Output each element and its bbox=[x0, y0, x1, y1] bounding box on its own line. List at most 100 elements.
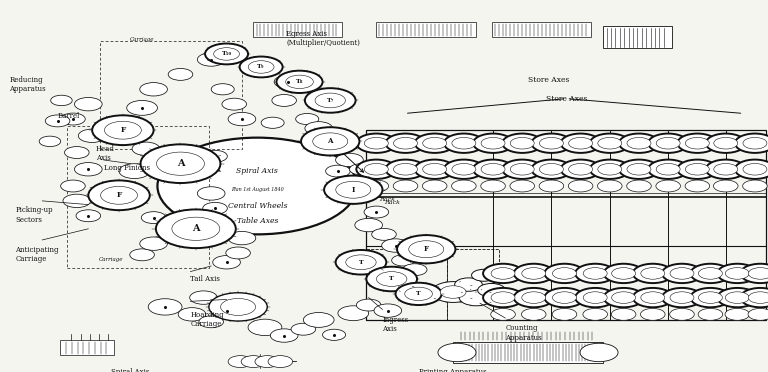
Circle shape bbox=[677, 134, 717, 153]
Circle shape bbox=[255, 356, 280, 368]
Circle shape bbox=[272, 94, 296, 106]
Bar bbox=[366, 130, 766, 320]
Circle shape bbox=[552, 308, 577, 320]
Circle shape bbox=[575, 288, 615, 307]
Text: Barrel: Barrel bbox=[58, 112, 80, 120]
Circle shape bbox=[422, 180, 447, 192]
Text: Picking-up
Sectors: Picking-up Sectors bbox=[15, 206, 53, 224]
Circle shape bbox=[725, 308, 750, 320]
Circle shape bbox=[197, 187, 225, 200]
Circle shape bbox=[92, 115, 154, 145]
Circle shape bbox=[743, 163, 767, 175]
Circle shape bbox=[397, 235, 455, 263]
Text: T₉: T₉ bbox=[257, 64, 265, 70]
Circle shape bbox=[510, 163, 535, 175]
Circle shape bbox=[248, 319, 282, 336]
Circle shape bbox=[364, 137, 389, 149]
Circle shape bbox=[376, 272, 407, 286]
Circle shape bbox=[315, 93, 346, 108]
Circle shape bbox=[452, 163, 476, 175]
Circle shape bbox=[364, 163, 389, 175]
Text: A: A bbox=[177, 159, 184, 168]
Circle shape bbox=[521, 308, 546, 320]
Circle shape bbox=[366, 267, 417, 291]
Circle shape bbox=[301, 127, 359, 155]
Circle shape bbox=[209, 293, 267, 321]
Circle shape bbox=[748, 267, 768, 279]
Circle shape bbox=[291, 323, 316, 335]
Circle shape bbox=[740, 288, 768, 307]
Circle shape bbox=[656, 180, 680, 192]
Circle shape bbox=[415, 160, 455, 179]
Circle shape bbox=[63, 194, 91, 208]
Circle shape bbox=[481, 137, 505, 149]
Circle shape bbox=[214, 48, 240, 60]
Circle shape bbox=[598, 163, 622, 175]
Circle shape bbox=[713, 180, 738, 192]
Circle shape bbox=[717, 264, 757, 283]
Text: Spiral Axis: Spiral Axis bbox=[237, 167, 278, 175]
Circle shape bbox=[74, 97, 102, 111]
Circle shape bbox=[386, 160, 425, 179]
Circle shape bbox=[422, 163, 447, 175]
Circle shape bbox=[743, 137, 767, 149]
Circle shape bbox=[611, 267, 636, 279]
Circle shape bbox=[545, 288, 584, 307]
Circle shape bbox=[539, 180, 564, 192]
Circle shape bbox=[305, 88, 356, 113]
Circle shape bbox=[725, 267, 750, 279]
Circle shape bbox=[157, 152, 204, 175]
Circle shape bbox=[648, 134, 688, 153]
Circle shape bbox=[226, 247, 250, 259]
Circle shape bbox=[539, 163, 564, 175]
Circle shape bbox=[662, 288, 702, 307]
Circle shape bbox=[336, 250, 386, 275]
Circle shape bbox=[65, 147, 89, 158]
Circle shape bbox=[303, 312, 334, 327]
Text: Anticipating
Carriage: Anticipating Carriage bbox=[15, 246, 59, 263]
Circle shape bbox=[355, 218, 382, 232]
Text: T: T bbox=[359, 260, 363, 265]
Circle shape bbox=[364, 180, 389, 192]
Circle shape bbox=[313, 133, 348, 150]
Circle shape bbox=[45, 115, 70, 127]
Circle shape bbox=[502, 160, 542, 179]
Circle shape bbox=[670, 292, 694, 304]
Circle shape bbox=[372, 228, 396, 240]
Circle shape bbox=[228, 356, 253, 368]
Text: Reducing
Apparatus: Reducing Apparatus bbox=[9, 76, 46, 93]
Circle shape bbox=[228, 231, 256, 245]
Text: F: F bbox=[424, 245, 429, 253]
Text: T: T bbox=[416, 291, 421, 296]
Circle shape bbox=[698, 267, 723, 279]
Circle shape bbox=[119, 164, 150, 179]
Circle shape bbox=[74, 163, 102, 176]
Circle shape bbox=[140, 237, 167, 250]
Circle shape bbox=[685, 137, 710, 149]
Circle shape bbox=[274, 75, 302, 89]
Circle shape bbox=[627, 163, 651, 175]
Circle shape bbox=[140, 83, 167, 96]
Circle shape bbox=[735, 134, 768, 153]
Circle shape bbox=[611, 308, 636, 320]
Circle shape bbox=[296, 113, 319, 125]
Circle shape bbox=[349, 164, 372, 175]
Circle shape bbox=[415, 134, 455, 153]
Circle shape bbox=[338, 306, 369, 321]
Circle shape bbox=[141, 144, 220, 183]
Circle shape bbox=[670, 308, 694, 320]
Circle shape bbox=[633, 288, 673, 307]
Circle shape bbox=[568, 137, 593, 149]
Circle shape bbox=[452, 137, 476, 149]
Text: Carriage: Carriage bbox=[130, 37, 154, 42]
Circle shape bbox=[740, 264, 768, 283]
Circle shape bbox=[386, 134, 425, 153]
Circle shape bbox=[261, 117, 284, 128]
Circle shape bbox=[690, 288, 730, 307]
Circle shape bbox=[545, 264, 584, 283]
Circle shape bbox=[568, 163, 593, 175]
Circle shape bbox=[483, 288, 523, 307]
Circle shape bbox=[211, 84, 234, 95]
Circle shape bbox=[438, 343, 476, 362]
Circle shape bbox=[521, 292, 546, 304]
